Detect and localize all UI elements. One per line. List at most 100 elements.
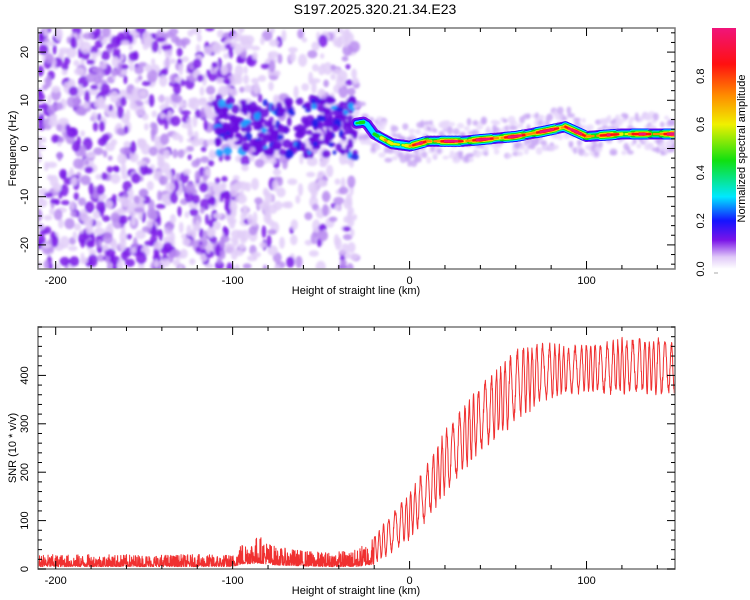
- spectrogram-cell: [189, 258, 196, 265]
- spectrogram-cell: [295, 195, 301, 204]
- spectrogram-cell: [63, 56, 71, 66]
- spectrogram-cell: [239, 135, 248, 143]
- spectrogram-cell: [142, 31, 152, 45]
- spectrogram-cell: [321, 149, 331, 159]
- spectrogram-cell: [192, 194, 200, 205]
- spectrogram-cell: [71, 140, 81, 152]
- spectrogram-cell: [214, 137, 223, 146]
- spectrogram-cell: [320, 53, 325, 59]
- spectrogram-cell: [348, 128, 358, 136]
- spectrogram-cell: [509, 120, 518, 125]
- spectrogram-cell: [68, 245, 78, 252]
- spectrogram-cell: [239, 86, 245, 93]
- spectrogram-cell: [75, 107, 87, 116]
- spectrogram-cell: [263, 211, 271, 224]
- spectrogram-cell: [44, 53, 54, 64]
- spectrogram-cell: [111, 261, 118, 269]
- spectrogram-cell: [328, 142, 334, 147]
- spectrogram-cell: [212, 42, 222, 54]
- spectrogram-cell: [128, 44, 133, 51]
- spectrogram-cell: [221, 175, 228, 183]
- spectrogram-cell: [243, 124, 252, 133]
- spectrogram-cell: [101, 50, 111, 61]
- spectrogram-cell: [156, 37, 166, 43]
- spectrogram-cell: [260, 63, 271, 70]
- spectrogram-cell: [432, 128, 438, 133]
- x-tick-label: -100: [222, 575, 244, 587]
- spectrogram-cell: [381, 120, 387, 127]
- spectrogram-cell: [165, 169, 172, 181]
- spectrogram-cell: [340, 148, 346, 156]
- spectrogram-cell: [323, 62, 333, 75]
- spectrogram-cell: [262, 99, 268, 107]
- spectrogram-cell: [235, 155, 242, 163]
- spectrogram-cell: [318, 230, 329, 242]
- spectrogram-cell: [187, 29, 194, 37]
- spectrogram-cell: [217, 114, 224, 120]
- spectrogram-cell: [253, 82, 260, 94]
- spectrogram-cell: [92, 210, 100, 220]
- spectrogram-cell: [199, 182, 209, 193]
- spectrogram-cell: [158, 175, 168, 186]
- spectrogram-cell: [243, 84, 253, 93]
- spectrogram-cell: [265, 147, 275, 156]
- spectrogram-cell: [47, 94, 52, 105]
- spectrogram-cell: [117, 153, 128, 165]
- spectrogram-ridge-segment: [372, 132, 380, 138]
- spectrogram-cell: [117, 61, 122, 75]
- spectrogram-cell: [523, 148, 529, 155]
- spectrogram-cell: [268, 81, 274, 91]
- spectrogram-cell: [496, 142, 502, 148]
- spectrogram-cell: [116, 127, 125, 136]
- spectrogram-cell: [124, 258, 135, 268]
- spectrogram-cell: [221, 183, 227, 194]
- spectrogram-cell: [178, 265, 184, 269]
- spectrogram-cell: [238, 243, 246, 249]
- spectrogram-cell: [485, 125, 491, 134]
- spectrogram-cell: [267, 120, 273, 126]
- spectrogram-cell: [623, 113, 629, 118]
- spectrogram-cell: [59, 235, 70, 249]
- spectrogram-cell: [392, 133, 397, 138]
- spectrogram-cell: [311, 133, 320, 143]
- spectrogram-cell: [251, 177, 259, 191]
- x-tick-label: -100: [222, 275, 244, 287]
- spectrogram-cell: [473, 149, 482, 158]
- spectrogram-cell: [239, 181, 248, 191]
- spectrogram-cell: [665, 139, 672, 148]
- spectrogram-cell: [221, 106, 229, 113]
- snr-y-tick-labels: 0 100 200 300 400: [19, 366, 31, 572]
- spectrogram-cell: [476, 124, 484, 130]
- spectrogram-cell: [281, 29, 287, 42]
- spectrogram-cell: [231, 104, 240, 114]
- spectrogram-cell: [96, 184, 105, 196]
- spectrogram-cell: [212, 183, 220, 193]
- spectrogram-cell: [402, 123, 409, 130]
- spectrogram-cell: [493, 148, 500, 155]
- spectrogram-cell: [601, 125, 609, 130]
- spectrogram-cell: [211, 62, 218, 69]
- spectrogram-cell: [44, 41, 55, 47]
- spectrogram-cell: [334, 178, 341, 185]
- spectrogram-cell: [251, 45, 261, 51]
- spectrogram-cell: [38, 261, 42, 269]
- spectrogram-cell: [352, 213, 358, 221]
- spectrogram-cell: [44, 192, 54, 198]
- spectrogram-cell: [336, 75, 345, 88]
- spectrogram-cell: [53, 102, 64, 111]
- spectrogram-cell: [102, 232, 113, 245]
- spectrogram-cell: [83, 101, 89, 109]
- spectrogram-cell: [221, 122, 230, 132]
- spectrogram-cell: [88, 249, 96, 257]
- spectrogram-cell: [53, 209, 63, 221]
- y-tick-label: 300: [19, 415, 31, 433]
- spectrogram-cell: [77, 84, 84, 97]
- spectrogram-cell: [297, 28, 305, 39]
- spectrogram-cell: [206, 69, 212, 78]
- spectrogram-cell: [200, 156, 210, 164]
- spectrogram-cell: [214, 177, 221, 184]
- spectrogram-cell: [58, 117, 69, 126]
- spectrogram-cell: [141, 113, 149, 121]
- spectrogram-cell: [338, 101, 348, 107]
- spectrogram-cell: [629, 116, 636, 122]
